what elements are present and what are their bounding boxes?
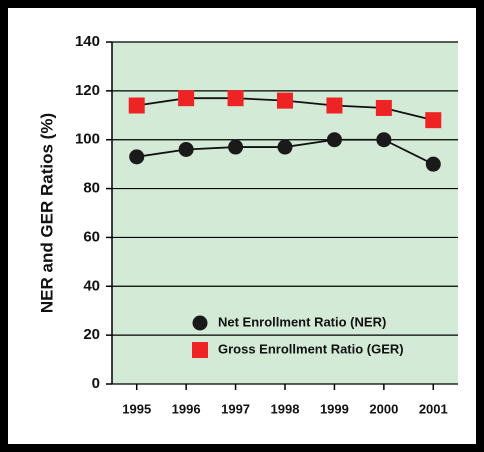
data-point [425, 112, 442, 129]
x-tick-label: 1997 [221, 401, 250, 416]
data-point [277, 139, 293, 155]
legend-label: Net Enrollment Ratio (NER) [218, 314, 386, 329]
data-point [375, 99, 392, 116]
y-tick-label: 40 [83, 277, 100, 294]
data-point [128, 97, 145, 114]
legend-label: Gross Enrollment Ratio (GER) [218, 341, 404, 356]
x-tick-label: 1999 [320, 401, 349, 416]
y-tick-label: 100 [75, 131, 100, 148]
y-tick-label: 0 [92, 375, 100, 392]
legend-marker [192, 315, 208, 331]
data-point [227, 90, 244, 107]
legend-marker [192, 342, 208, 358]
data-point [326, 97, 343, 114]
data-point [129, 149, 145, 165]
data-point [178, 90, 195, 107]
y-tick-label: 120 [75, 82, 100, 99]
y-tick-label: 60 [83, 228, 100, 245]
y-axis-label: NER and GER Ratios (%) [37, 113, 56, 313]
x-tick-label: 2001 [419, 401, 448, 416]
x-tick-label: 1996 [172, 401, 201, 416]
data-point [425, 156, 441, 172]
data-point [376, 132, 392, 148]
x-tick-label: 1995 [122, 401, 151, 416]
data-point [228, 139, 244, 155]
data-point [277, 92, 293, 109]
y-tick-label: 80 [83, 180, 100, 197]
x-tick-label: 1998 [271, 401, 300, 416]
y-tick-label: 140 [75, 33, 100, 50]
data-point [326, 132, 342, 148]
data-point [178, 141, 194, 157]
y-tick-label: 20 [83, 326, 100, 343]
x-tick-label: 2000 [369, 401, 398, 416]
